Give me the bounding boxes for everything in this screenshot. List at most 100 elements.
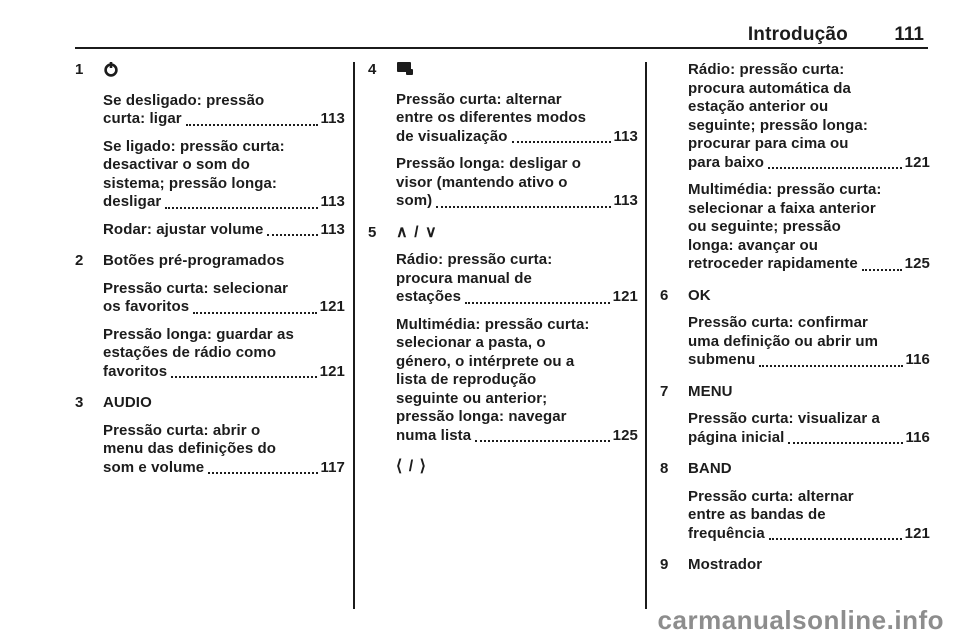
- dot-leader: [759, 364, 903, 367]
- dot-leader: [861, 268, 902, 271]
- description-text: procurar para cima ou: [688, 135, 849, 152]
- dot-leader: [475, 440, 610, 442]
- description-text: selecionar a faixa anterior: [688, 199, 876, 217]
- entry-description: Pressão curta: abrir o menu das definiçõe…: [103, 422, 345, 478]
- power-icon: [103, 61, 119, 83]
- reference-page-number: 113: [320, 110, 345, 127]
- reference-page-number: 113: [613, 192, 638, 209]
- reference-page-number: 113: [320, 193, 345, 210]
- entry-description: Se ligado: pressão curta: desactivar o so…: [103, 138, 345, 212]
- description-text: género, o intérprete ou a: [396, 352, 575, 370]
- display-icon: [396, 61, 414, 82]
- description-text: Pressão curta: abrir o: [103, 421, 261, 439]
- entry-number: 5: [368, 223, 377, 241]
- chevron-left-right-icon: ⟨ / ⟩: [396, 458, 427, 475]
- description-text: numa lista: [396, 426, 472, 444]
- entry-number: 1: [75, 61, 84, 78]
- entry-keyword: AUDIO: [103, 394, 152, 411]
- entry-control-symbol: [396, 61, 638, 82]
- column-divider: [353, 62, 355, 609]
- toc-entry: 9 Mostrador: [660, 556, 930, 584]
- description-text: frequência: [688, 524, 765, 542]
- entry-number: 4: [368, 61, 377, 78]
- reference-page-number: 121: [319, 298, 345, 315]
- description-text: entre os diferentes modos: [396, 109, 587, 126]
- entry-description: Pressão curta: visualizar a página inicia…: [688, 410, 930, 447]
- toc-entry: 7 MENU Pressão curta: visualizar a página i…: [660, 383, 930, 457]
- reference-page-number: 121: [904, 153, 930, 171]
- dot-leader: [171, 376, 317, 378]
- toc-entry: Rádio: pressão curta: procura automática …: [660, 61, 930, 283]
- dot-leader: [208, 472, 318, 474]
- entry-number: [368, 458, 396, 486]
- dot-leader: [267, 234, 318, 236]
- description-text: longa: avançar ou: [688, 236, 819, 254]
- entry-description: Multimédia: pressão curta: selecionar a p…: [396, 316, 638, 446]
- description-text: procura automática da: [688, 79, 851, 97]
- description-text: lista de reprodução: [396, 371, 537, 388]
- description-text: Se desligado: pressão: [103, 91, 265, 109]
- toc-column-3: Rádio: pressão curta: procura automática …: [660, 61, 930, 588]
- description-text: estações de rádio como: [103, 344, 277, 361]
- description-text: uma definição ou abrir um: [688, 332, 879, 350]
- entry-description: Pressão longa: guardar as estações de rád…: [103, 326, 345, 382]
- description-text: estações: [396, 288, 462, 305]
- reference-page-number: 121: [612, 288, 638, 305]
- description-text: menu das definições do: [103, 440, 277, 457]
- reference-page-number: 113: [320, 220, 345, 238]
- dot-leader: [465, 301, 610, 304]
- description-text: seguinte; pressão longa:: [688, 116, 868, 134]
- page-section-title: Introdução: [747, 24, 848, 45]
- toc-column-1: 1 Se desligado: pressão curta: ligar 113 Se …: [75, 61, 345, 490]
- description-text: som): [396, 192, 433, 209]
- entry-keyword: OK: [688, 286, 711, 304]
- description-text: procura manual de: [396, 269, 532, 287]
- entry-description: Pressão curta: selecionar os favoritos 121: [103, 280, 345, 317]
- description-text: Multimédia: pressão curta:: [688, 181, 882, 198]
- description-text: retroceder rapidamente: [688, 255, 858, 272]
- entry-control-symbol: [103, 61, 345, 83]
- description-text: Multimédia: pressão curta:: [396, 315, 590, 333]
- description-text: Pressão curta: confirmar: [688, 314, 868, 331]
- description-text: selecionar a pasta, o: [396, 334, 546, 351]
- toc-entry: 5 ∧ / ∨ Rádio: pressão curta: procura manua…: [368, 224, 638, 455]
- dot-leader: [436, 205, 611, 208]
- entry-keyword: BAND: [688, 460, 732, 477]
- entry-number: [660, 61, 688, 283]
- dot-leader: [185, 123, 318, 126]
- description-text: de visualização: [396, 127, 508, 145]
- entry-description: Pressão curta: alternar entre as bandas d…: [688, 488, 930, 544]
- description-text: Rodar: ajustar volume: [103, 220, 264, 238]
- entry-description: Se desligado: pressão curta: ligar 113: [103, 92, 345, 129]
- entry-number: 3: [75, 394, 84, 411]
- description-text: Pressão curta: alternar: [688, 487, 854, 505]
- reference-page-number: 116: [905, 428, 930, 446]
- chevron-up-down-icon: ∧ / ∨: [396, 223, 438, 241]
- reference-page-number: 121: [904, 524, 930, 542]
- reference-page-number: 125: [904, 255, 930, 272]
- dot-leader: [768, 167, 902, 169]
- description-text: visor (mantendo ativo o: [396, 173, 568, 191]
- description-text: submenu: [688, 351, 756, 368]
- toc-entry: 2 Botões pré-programados Pressão curta: se…: [75, 252, 345, 390]
- reference-page-number: 116: [905, 351, 930, 368]
- entry-keyword: Botões pré-programados: [103, 252, 285, 269]
- toc-entry: 8 BAND Pressão curta: alternar entre as ban…: [660, 460, 930, 552]
- entry-control-symbol: ⟨ / ⟩: [396, 458, 638, 477]
- entry-control-symbol: ∧ / ∨: [396, 224, 638, 243]
- reference-page-number: 125: [612, 426, 638, 444]
- page-number: 111: [894, 24, 924, 45]
- watermark: carmanualsonline.info: [657, 605, 944, 635]
- entry-description: Pressão curta: alternar entre os diferent…: [396, 91, 638, 147]
- entry-keyword: Mostrador: [688, 556, 763, 573]
- dot-leader: [768, 538, 902, 540]
- description-text: pressão longa: navegar: [396, 408, 567, 425]
- description-text: Pressão curta: alternar: [396, 90, 562, 108]
- description-text: Rádio: pressão curta:: [396, 251, 553, 268]
- column-divider: [645, 62, 647, 609]
- entry-number: 2: [75, 252, 84, 269]
- dot-leader: [511, 141, 611, 143]
- toc-entry: 4 Pressão curta: alternar entre os diferen…: [368, 61, 638, 220]
- description-text: seguinte ou anterior;: [396, 389, 548, 407]
